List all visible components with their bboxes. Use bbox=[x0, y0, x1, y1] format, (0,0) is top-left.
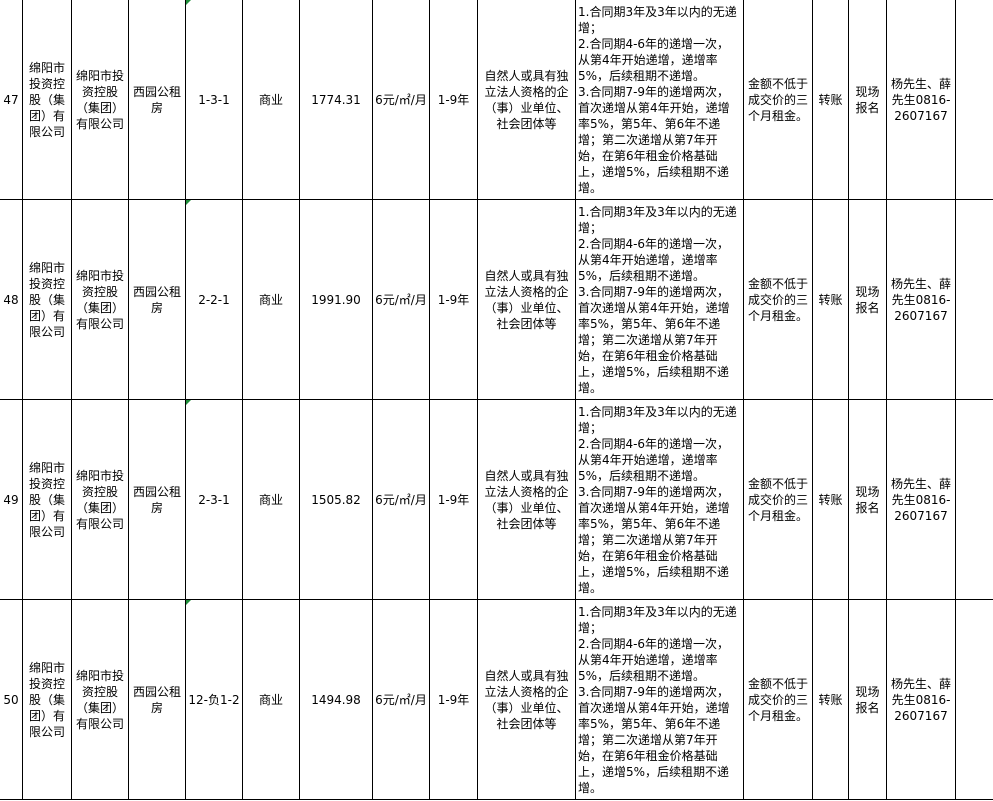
lessor-cell[interactable]: 绵阳市投资控股（集团）有限公司 bbox=[71, 399, 129, 600]
row-number[interactable]: 47 bbox=[0, 0, 23, 200]
unit-cell[interactable]: 12-负1-2 bbox=[185, 599, 243, 800]
project-cell[interactable]: 西园公租房 bbox=[128, 0, 186, 200]
owner-cell[interactable]: 绵阳市投资控股（集团）有限公司 bbox=[22, 399, 72, 600]
note-cell[interactable] bbox=[955, 599, 993, 800]
rent-increase-cell[interactable]: 1.合同期3年及3年以内的无递增； 2.合同期4-6年的递增一次，从第4年开始递… bbox=[575, 0, 744, 200]
payment-cell[interactable]: 转账 bbox=[812, 199, 849, 400]
contact-cell[interactable]: 杨先生、薛先生0816-2607167 bbox=[886, 399, 956, 600]
table-row: 50 绵阳市投资控股（集团）有限公司 绵阳市投资控股（集团）有限公司 西园公租房… bbox=[0, 599, 993, 800]
project-cell[interactable]: 西园公租房 bbox=[128, 399, 186, 600]
owner-cell[interactable]: 绵阳市投资控股（集团）有限公司 bbox=[22, 199, 72, 400]
qualification-cell[interactable]: 自然人或具有独立法人资格的企（事）业单位、社会团体等 bbox=[477, 399, 576, 600]
row-number[interactable]: 48 bbox=[0, 199, 23, 400]
price-cell[interactable]: 6元/㎡/月 bbox=[372, 199, 430, 400]
deposit-cell[interactable]: 金额不低于成交价的三个月租金。 bbox=[743, 399, 813, 600]
registration-cell[interactable]: 现场报名 bbox=[848, 599, 887, 800]
contact-cell[interactable]: 杨先生、薛先生0816-2607167 bbox=[886, 199, 956, 400]
unit-cell[interactable]: 2-2-1 bbox=[185, 199, 243, 400]
term-cell[interactable]: 1-9年 bbox=[429, 399, 478, 600]
deposit-cell[interactable]: 金额不低于成交价的三个月租金。 bbox=[743, 199, 813, 400]
project-cell[interactable]: 西园公租房 bbox=[128, 599, 186, 800]
rent-increase-cell[interactable]: 1.合同期3年及3年以内的无递增； 2.合同期4-6年的递增一次，从第4年开始递… bbox=[575, 599, 744, 800]
contact-cell[interactable]: 杨先生、薛先生0816-2607167 bbox=[886, 599, 956, 800]
price-cell[interactable]: 6元/㎡/月 bbox=[372, 399, 430, 600]
term-cell[interactable]: 1-9年 bbox=[429, 199, 478, 400]
note-cell[interactable] bbox=[955, 199, 993, 400]
table-row: 49 绵阳市投资控股（集团）有限公司 绵阳市投资控股（集团）有限公司 西园公租房… bbox=[0, 399, 993, 600]
note-cell[interactable] bbox=[955, 399, 993, 600]
use-cell[interactable]: 商业 bbox=[242, 399, 300, 600]
lessor-cell[interactable]: 绵阳市投资控股（集团）有限公司 bbox=[71, 0, 129, 200]
registration-cell[interactable]: 现场报名 bbox=[848, 399, 887, 600]
use-cell[interactable]: 商业 bbox=[242, 199, 300, 400]
term-cell[interactable]: 1-9年 bbox=[429, 599, 478, 800]
lessor-cell[interactable]: 绵阳市投资控股（集团）有限公司 bbox=[71, 599, 129, 800]
table-row: 47 绵阳市投资控股（集团）有限公司 绵阳市投资控股（集团）有限公司 西园公租房… bbox=[0, 0, 993, 200]
owner-cell[interactable]: 绵阳市投资控股（集团）有限公司 bbox=[22, 599, 72, 800]
area-cell[interactable]: 1505.82 bbox=[299, 399, 373, 600]
deposit-cell[interactable]: 金额不低于成交价的三个月租金。 bbox=[743, 599, 813, 800]
payment-cell[interactable]: 转账 bbox=[812, 599, 849, 800]
area-cell[interactable]: 1774.31 bbox=[299, 0, 373, 200]
area-cell[interactable]: 1991.90 bbox=[299, 199, 373, 400]
rent-increase-cell[interactable]: 1.合同期3年及3年以内的无递增； 2.合同期4-6年的递增一次，从第4年开始递… bbox=[575, 199, 744, 400]
lessor-cell[interactable]: 绵阳市投资控股（集团）有限公司 bbox=[71, 199, 129, 400]
project-cell[interactable]: 西园公租房 bbox=[128, 199, 186, 400]
area-cell[interactable]: 1494.98 bbox=[299, 599, 373, 800]
rent-increase-cell[interactable]: 1.合同期3年及3年以内的无递增； 2.合同期4-6年的递增一次，从第4年开始递… bbox=[575, 399, 744, 600]
term-cell[interactable]: 1-9年 bbox=[429, 0, 478, 200]
qualification-cell[interactable]: 自然人或具有独立法人资格的企（事）业单位、社会团体等 bbox=[477, 0, 576, 200]
qualification-cell[interactable]: 自然人或具有独立法人资格的企（事）业单位、社会团体等 bbox=[477, 199, 576, 400]
unit-cell[interactable]: 2-3-1 bbox=[185, 399, 243, 600]
registration-cell[interactable]: 现场报名 bbox=[848, 0, 887, 200]
use-cell[interactable]: 商业 bbox=[242, 0, 300, 200]
unit-cell[interactable]: 1-3-1 bbox=[185, 0, 243, 200]
registration-cell[interactable]: 现场报名 bbox=[848, 199, 887, 400]
owner-cell[interactable]: 绵阳市投资控股（集团）有限公司 bbox=[22, 0, 72, 200]
contact-cell[interactable]: 杨先生、薛先生0816-2607167 bbox=[886, 0, 956, 200]
payment-cell[interactable]: 转账 bbox=[812, 399, 849, 600]
payment-cell[interactable]: 转账 bbox=[812, 0, 849, 200]
qualification-cell[interactable]: 自然人或具有独立法人资格的企（事）业单位、社会团体等 bbox=[477, 599, 576, 800]
row-number[interactable]: 49 bbox=[0, 399, 23, 600]
row-number[interactable]: 50 bbox=[0, 599, 23, 800]
price-cell[interactable]: 6元/㎡/月 bbox=[372, 599, 430, 800]
use-cell[interactable]: 商业 bbox=[242, 599, 300, 800]
note-cell[interactable] bbox=[955, 0, 993, 200]
deposit-cell[interactable]: 金额不低于成交价的三个月租金。 bbox=[743, 0, 813, 200]
table-row: 48 绵阳市投资控股（集团）有限公司 绵阳市投资控股（集团）有限公司 西园公租房… bbox=[0, 199, 993, 400]
price-cell[interactable]: 6元/㎡/月 bbox=[372, 0, 430, 200]
